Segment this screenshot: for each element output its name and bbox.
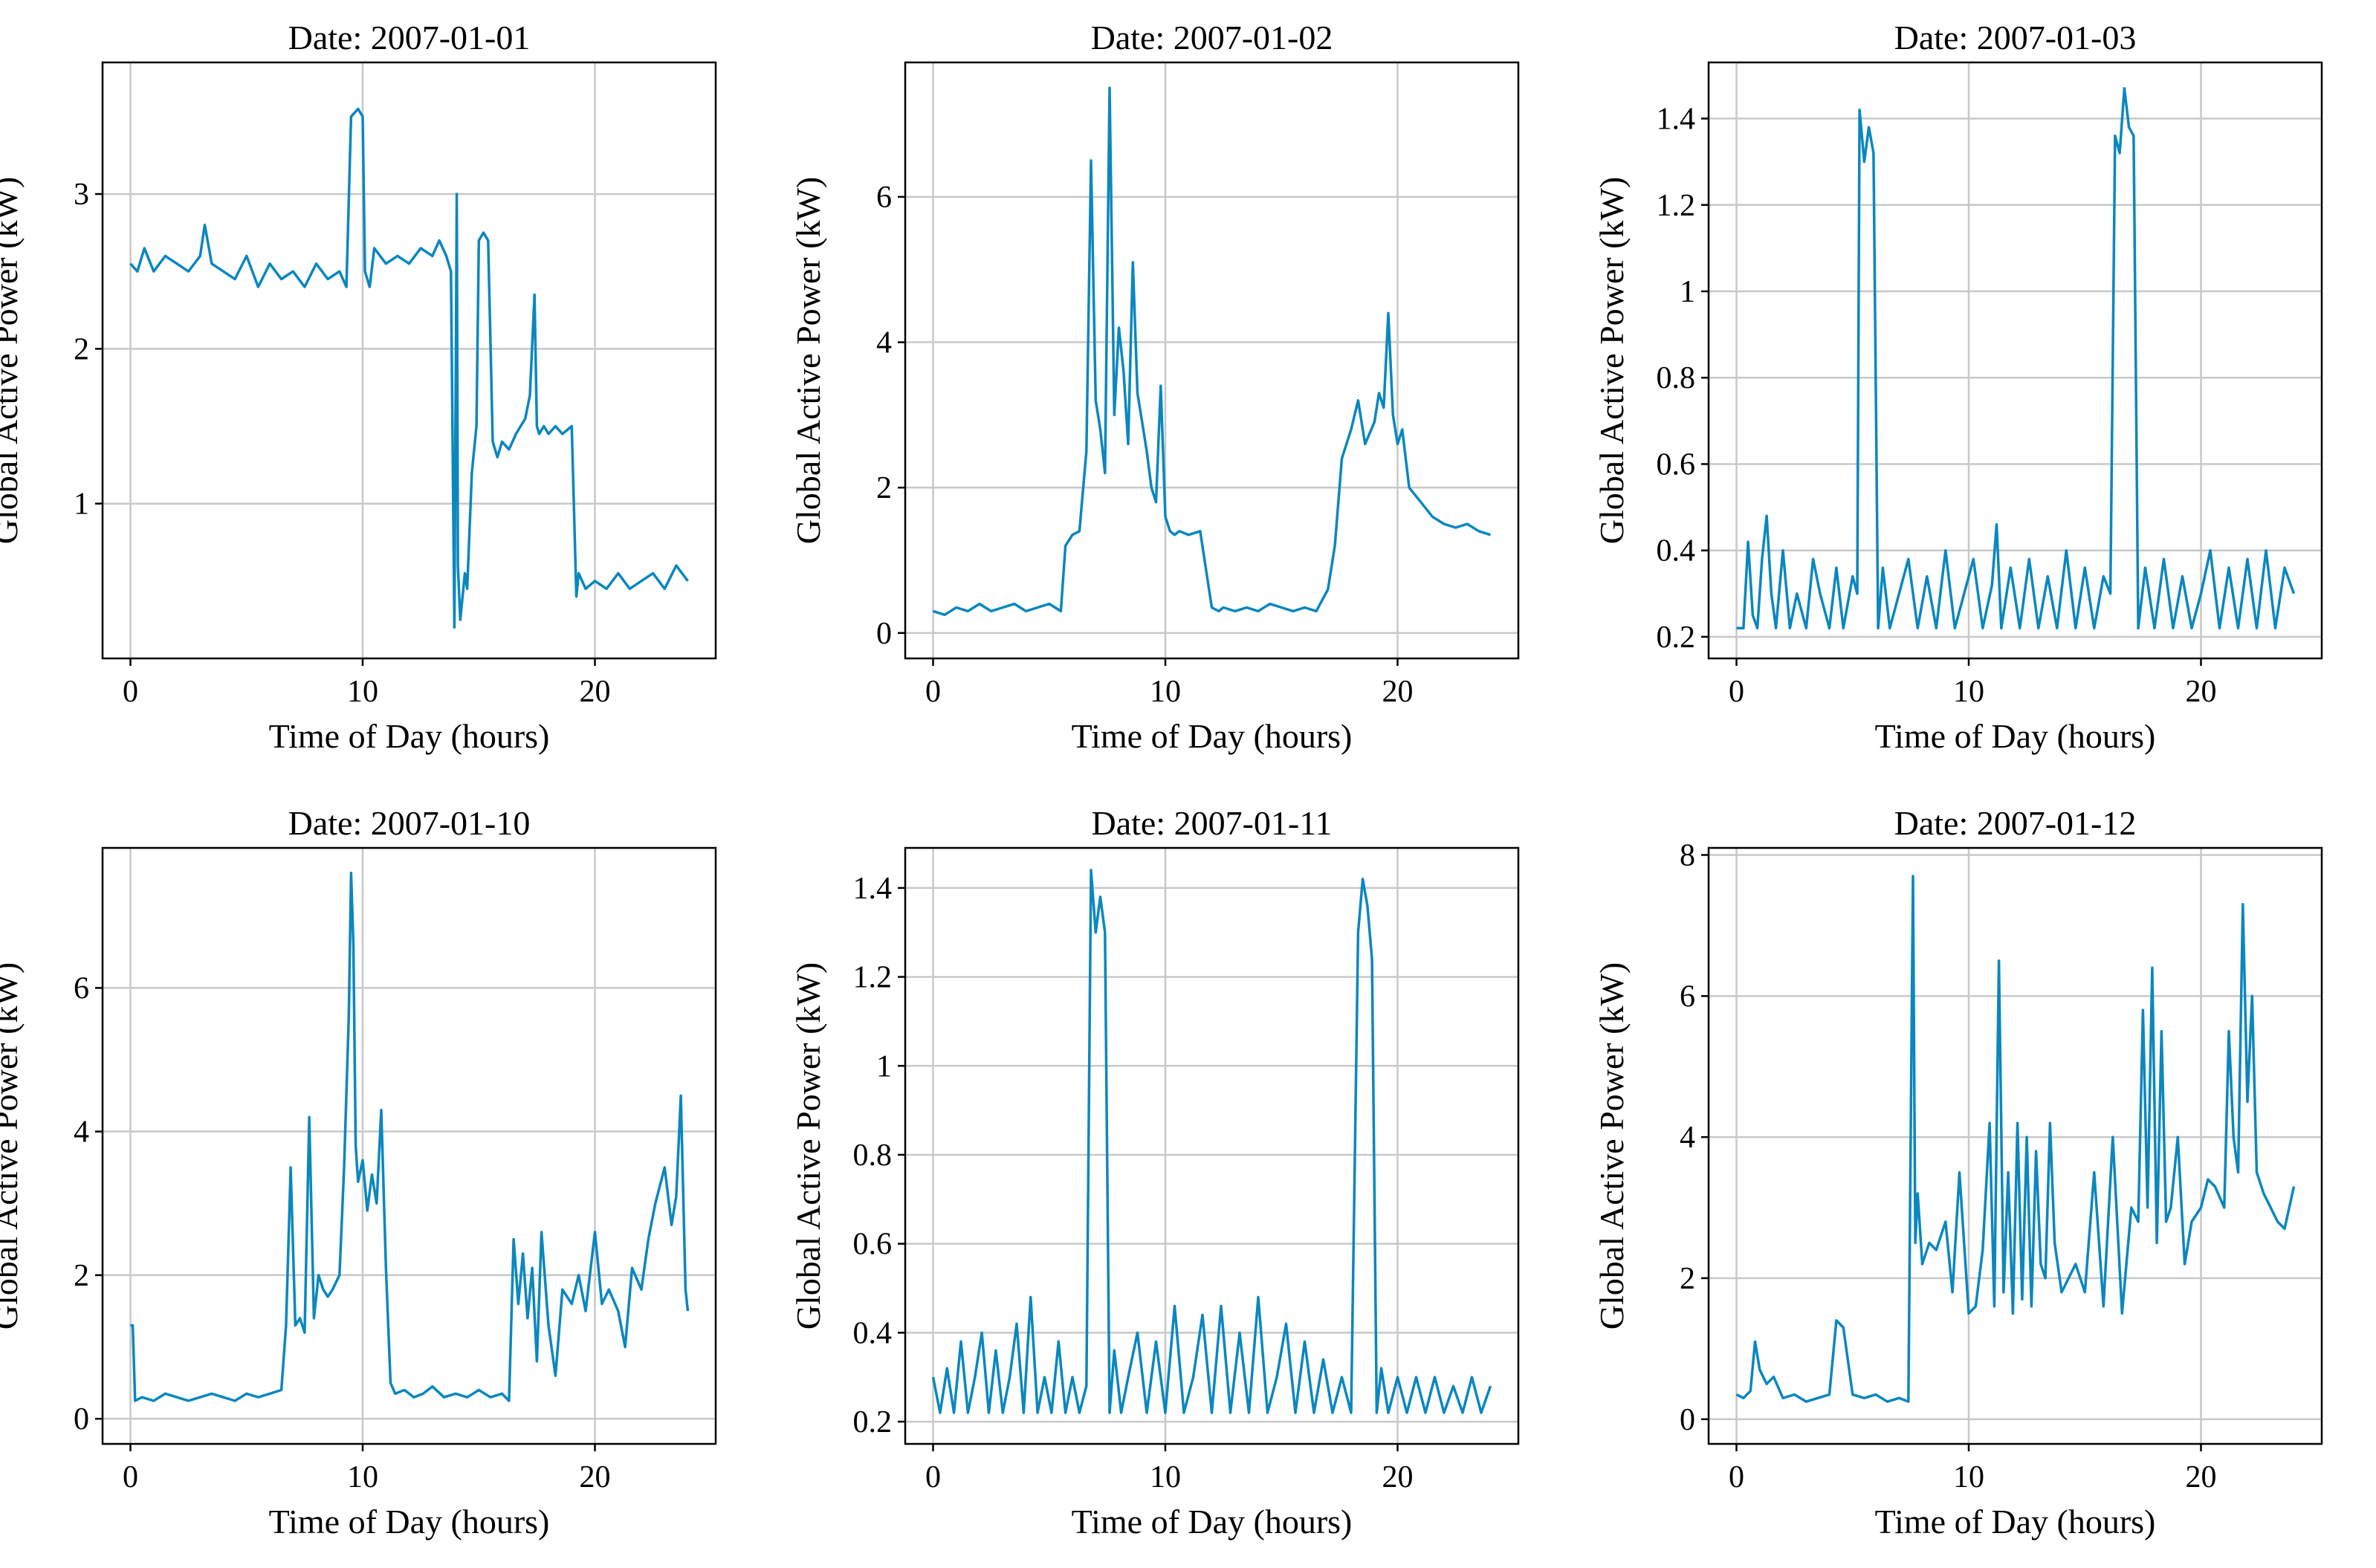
x-axis-label: Time of Day (hours) (1072, 717, 1353, 755)
y-tick-label: 1 (1680, 275, 1695, 309)
y-tick-label: 0.8 (853, 1138, 893, 1173)
y-tick-label: 1.4 (1657, 103, 1696, 137)
x-tick-label: 20 (1382, 1460, 1414, 1494)
x-tick-label: 0 (925, 675, 941, 709)
series-line (931, 869, 1492, 1414)
y-tick-label: 1.4 (853, 872, 893, 906)
y-axis-label: Global Active Power (kW) (789, 177, 827, 544)
subplot-2007-01-01: 0 10 20 1 2 3 Date: 2007-01-01 Time of Day (ho… (0, 19, 717, 755)
x-tick-label: 10 (1150, 675, 1181, 709)
x-tick-label: 20 (2186, 675, 2217, 709)
y-axis-label: Global Active Power (kW) (1593, 177, 1631, 544)
x-axis-label: Time of Day (hours) (1875, 717, 2156, 755)
y-tick-label: 2 (876, 471, 892, 505)
x-tick-label: 0 (123, 675, 138, 709)
y-axis-label: Global Active Power (kW) (0, 177, 25, 544)
y-tick-label: 4 (74, 1115, 89, 1150)
x-tick-label: 20 (2186, 1460, 2217, 1494)
x-tick-label: 20 (580, 675, 611, 709)
subplot-2007-01-02: 0 10 20 0 2 4 6 Date: 2007-01-02 Time of Day (h… (789, 19, 1520, 755)
x-tick-label: 10 (1953, 1460, 1984, 1494)
y-tick-label: 6 (74, 971, 89, 1005)
axes-frame (1707, 61, 2323, 660)
y-tick-label: 2 (74, 332, 89, 366)
subplot-title: Date: 2007-01-10 (288, 804, 531, 842)
series-line (129, 107, 689, 629)
x-tick-label: 10 (1150, 1460, 1181, 1494)
y-tick-label: 0 (1680, 1403, 1695, 1437)
y-tick-label: 0.8 (1657, 361, 1696, 395)
y-tick-label: 1.2 (853, 961, 893, 995)
y-tick-label: 2 (1680, 1262, 1695, 1296)
x-axis-label: Time of Day (hours) (1875, 1503, 2156, 1541)
y-tick-label: 2 (74, 1259, 89, 1293)
subplot-title: Date: 2007-01-01 (288, 19, 531, 56)
x-tick-label: 20 (1382, 675, 1414, 709)
x-tick-label: 0 (925, 1460, 941, 1494)
y-tick-label: 0.2 (853, 1405, 893, 1439)
y-tick-label: 1.2 (1657, 189, 1696, 223)
y-tick-label: 6 (1680, 979, 1695, 1014)
axes-frame (101, 61, 717, 660)
x-tick-label: 10 (1953, 675, 1984, 709)
subplot-title: Date: 2007-01-02 (1091, 19, 1333, 56)
axes-frame (1707, 846, 2323, 1445)
x-axis-label: Time of Day (hours) (1072, 1503, 1353, 1541)
y-tick-label: 0.6 (853, 1228, 893, 1262)
y-tick-label: 1 (74, 487, 89, 522)
y-tick-label: 3 (74, 178, 89, 212)
x-tick-label: 0 (1729, 675, 1744, 709)
series-line (1736, 87, 2296, 630)
subplot-2007-01-10: 0 10 20 0 2 4 6 Date: 2007-01-10 Time of Day (h… (0, 804, 717, 1541)
x-tick-label: 10 (347, 675, 378, 709)
y-tick-label: 0.2 (1657, 621, 1696, 655)
y-tick-label: 0.6 (1657, 447, 1696, 482)
x-tick-label: 20 (580, 1460, 611, 1494)
axes-frame (904, 61, 1520, 660)
subplot-title: Date: 2007-01-12 (1894, 804, 2137, 842)
series-line (932, 86, 1492, 617)
y-tick-label: 0 (74, 1402, 89, 1436)
x-tick-label: 10 (347, 1460, 378, 1494)
subplot-2007-01-12: 0 10 20 0 2 4 6 8 Date: 2007-01-12 Time of Day (… (1593, 804, 2323, 1541)
axes-frame (101, 846, 717, 1445)
subplot-2007-01-11: 0 10 20 0.2 0.4 0.6 0.8 1 1.2 1.4 Date: 2007-01-11… (789, 804, 1520, 1541)
subplot-title: Date: 2007-01-03 (1894, 19, 2137, 56)
axes-frame (904, 846, 1520, 1445)
x-axis-label: Time of Day (hours) (269, 1503, 550, 1541)
series-line (1735, 875, 2296, 1403)
y-tick-label: 0 (876, 617, 892, 651)
y-tick-label: 0.4 (853, 1316, 893, 1350)
x-tick-label: 0 (123, 1460, 138, 1494)
y-tick-label: 4 (1680, 1121, 1695, 1155)
y-tick-label: 6 (876, 181, 892, 215)
y-axis-label: Global Active Power (kW) (1593, 962, 1631, 1329)
y-tick-label: 8 (1680, 838, 1695, 872)
series-line (130, 872, 690, 1402)
y-tick-label: 1 (876, 1049, 892, 1083)
x-tick-label: 0 (1729, 1460, 1744, 1494)
subplot-2007-01-03: 0 10 20 0.2 0.4 0.6 0.8 1 1.2 1.4 Date: 2007-01-03… (1593, 19, 2323, 755)
y-axis-label: Global Active Power (kW) (0, 962, 25, 1329)
y-tick-label: 0.4 (1657, 534, 1696, 568)
x-axis-label: Time of Day (hours) (269, 717, 550, 755)
y-tick-label: 4 (876, 326, 892, 360)
subplot-title: Date: 2007-01-11 (1091, 804, 1332, 842)
y-axis-label: Global Active Power (kW) (789, 962, 827, 1329)
